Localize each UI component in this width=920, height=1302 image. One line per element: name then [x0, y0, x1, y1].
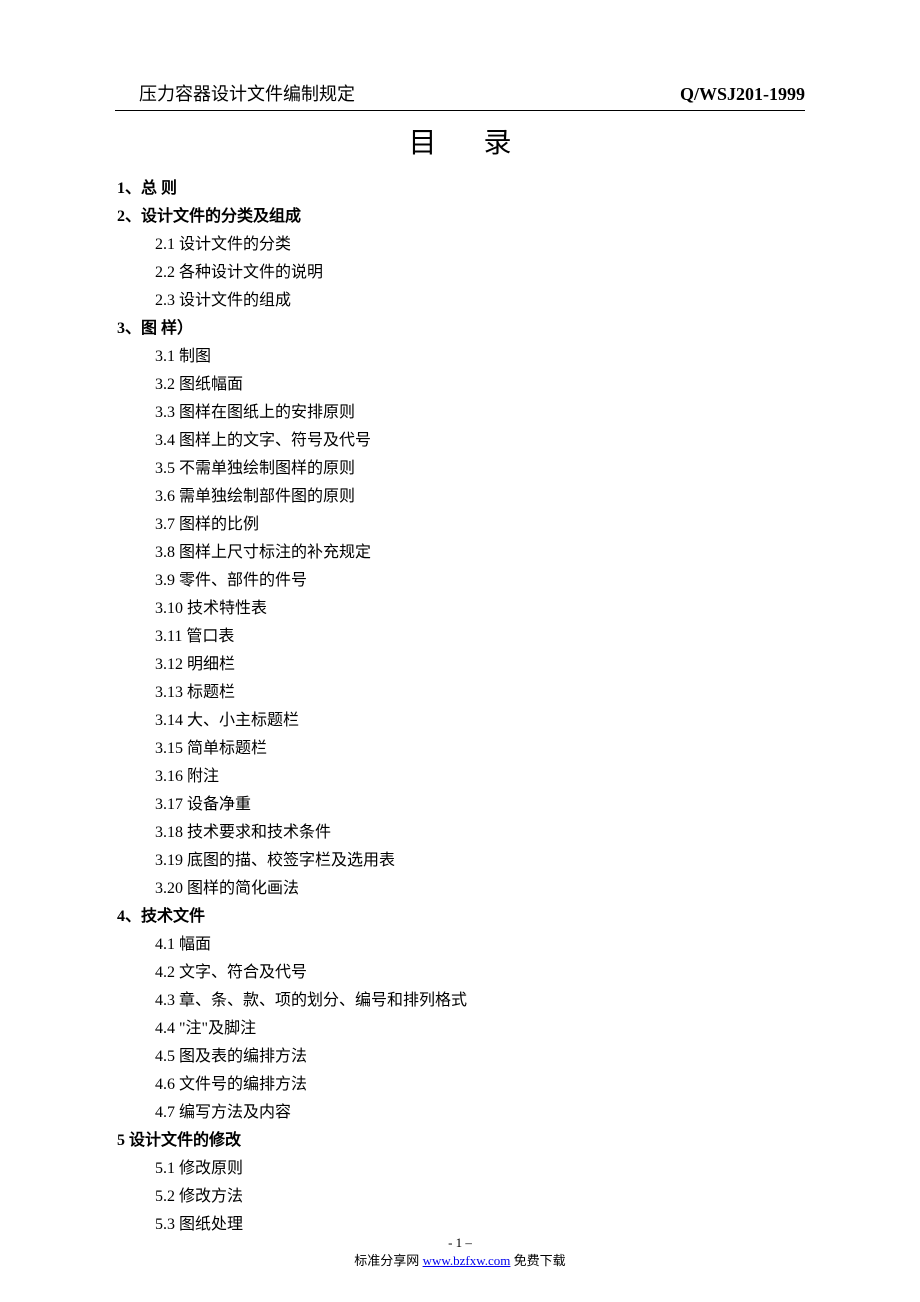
- footer-link[interactable]: www.bzfxw.com: [423, 1253, 511, 1268]
- subsection-item: 3.5 不需单独绘制图样的原则: [115, 455, 805, 483]
- subsection-item: 2.1 设计文件的分类: [115, 231, 805, 259]
- footer-share-suffix: 免费下载: [510, 1253, 565, 1268]
- subsection-item: 4.6 文件号的编排方法: [115, 1071, 805, 1099]
- subsection-item: 3.15 简单标题栏: [115, 735, 805, 763]
- subsection-item: 5.1 修改原则: [115, 1155, 805, 1183]
- section-heading: 1、总 则: [115, 175, 805, 203]
- header-right-code: Q/WSJ201-1999: [680, 84, 805, 105]
- subsection-item: 3.10 技术特性表: [115, 595, 805, 623]
- header-left-title: 压力容器设计文件编制规定: [115, 80, 355, 106]
- subsection-item: 4.7 编写方法及内容: [115, 1099, 805, 1127]
- footer-share-prefix: 标准分享网: [354, 1253, 422, 1268]
- toc-section-1: 1、总 则: [115, 175, 805, 203]
- subsection-item: 3.20 图样的简化画法: [115, 875, 805, 903]
- subsection-item: 4.4 "注"及脚注: [115, 1015, 805, 1043]
- subsection-item: 3.13 标题栏: [115, 679, 805, 707]
- section-heading: 4、技术文件: [115, 903, 805, 931]
- toc-section-3: 3、图 样） 3.1 制图 3.2 图纸幅面 3.3 图样在图纸上的安排原则 3…: [115, 315, 805, 903]
- subsection-item: 3.18 技术要求和技术条件: [115, 819, 805, 847]
- subsection-item: 2.2 各种设计文件的说明: [115, 259, 805, 287]
- subsection-item: 3.14 大、小主标题栏: [115, 707, 805, 735]
- subsection-item: 3.7 图样的比例: [115, 511, 805, 539]
- section-heading: 3、图 样）: [115, 315, 805, 343]
- subsection-item: 3.6 需单独绘制部件图的原则: [115, 483, 805, 511]
- toc-section-5: 5 设计文件的修改 5.1 修改原则 5.2 修改方法 5.3 图纸处理: [115, 1127, 805, 1239]
- section-heading: 2、设计文件的分类及组成: [115, 203, 805, 231]
- subsection-item: 3.19 底图的描、校签字栏及选用表: [115, 847, 805, 875]
- page-container: 压力容器设计文件编制规定 Q/WSJ201-1999 目 录 1、总 则 2、设…: [0, 0, 920, 1279]
- footer-share-line: 标准分享网 www.bzfxw.com 免费下载: [0, 1252, 920, 1270]
- page-number: - 1 –: [0, 1234, 920, 1252]
- subsection-item: 3.3 图样在图纸上的安排原则: [115, 399, 805, 427]
- toc-section-4: 4、技术文件 4.1 幅面 4.2 文字、符合及代号 4.3 章、条、款、项的划…: [115, 903, 805, 1127]
- subsection-item: 3.16 附注: [115, 763, 805, 791]
- subsection-item: 3.12 明细栏: [115, 651, 805, 679]
- toc-section-2: 2、设计文件的分类及组成 2.1 设计文件的分类 2.2 各种设计文件的说明 2…: [115, 203, 805, 315]
- subsection-item: 3.17 设备净重: [115, 791, 805, 819]
- page-title: 目 录: [115, 121, 805, 161]
- subsection-item: 3.11 管口表: [115, 623, 805, 651]
- subsection-item: 3.4 图样上的文字、符号及代号: [115, 427, 805, 455]
- header-row: 压力容器设计文件编制规定 Q/WSJ201-1999: [115, 80, 805, 111]
- subsection-item: 4.2 文字、符合及代号: [115, 959, 805, 987]
- section-heading: 5 设计文件的修改: [115, 1127, 805, 1155]
- subsection-item: 5.2 修改方法: [115, 1183, 805, 1211]
- subsection-item: 4.5 图及表的编排方法: [115, 1043, 805, 1071]
- subsection-item: 3.2 图纸幅面: [115, 371, 805, 399]
- footer: - 1 – 标准分享网 www.bzfxw.com 免费下载: [0, 1234, 920, 1270]
- subsection-item: 3.8 图样上尺寸标注的补充规定: [115, 539, 805, 567]
- subsection-item: 4.3 章、条、款、项的划分、编号和排列格式: [115, 987, 805, 1015]
- subsection-item: 2.3 设计文件的组成: [115, 287, 805, 315]
- subsection-item: 3.1 制图: [115, 343, 805, 371]
- subsection-item: 3.9 零件、部件的件号: [115, 567, 805, 595]
- subsection-item: 4.1 幅面: [115, 931, 805, 959]
